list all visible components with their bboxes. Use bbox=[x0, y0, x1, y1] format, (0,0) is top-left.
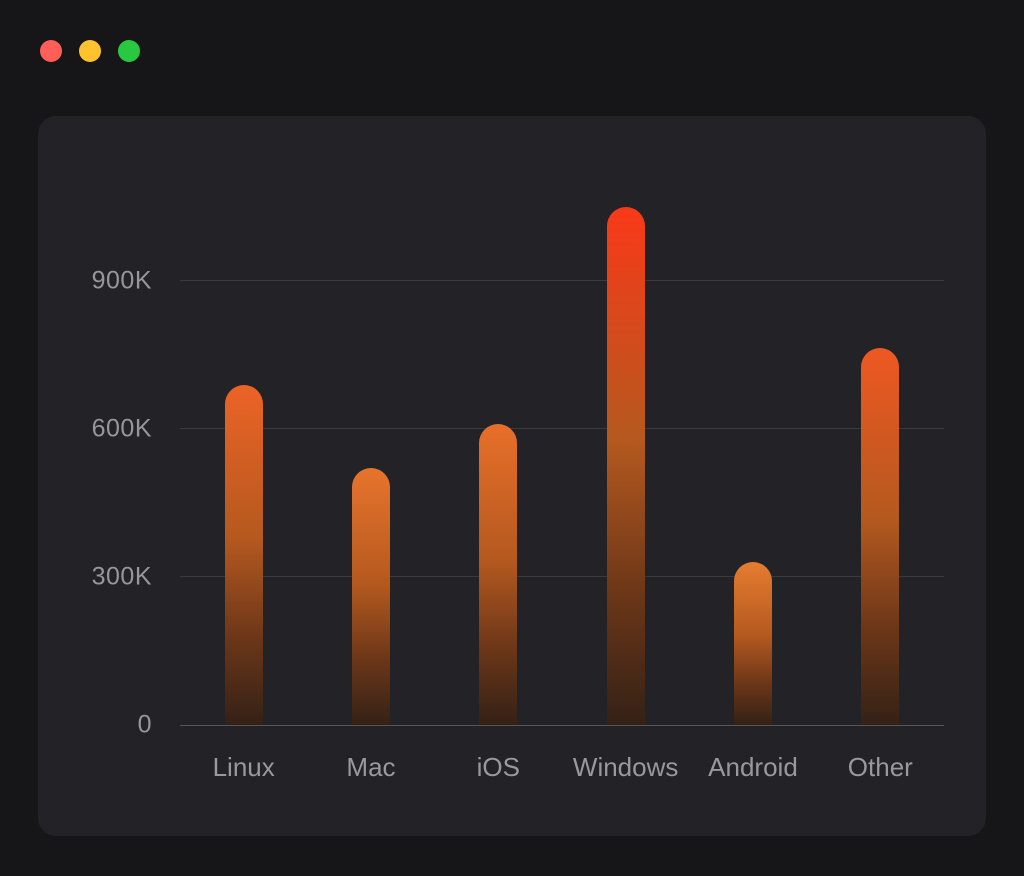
bar-column-android bbox=[689, 185, 816, 725]
y-tick-label-300k: 300K bbox=[91, 562, 152, 591]
window-controls bbox=[40, 40, 140, 62]
bar-chart-plot-area bbox=[180, 185, 944, 726]
x-axis-label-android: Android bbox=[708, 752, 798, 782]
x-axis-label-ios: iOS bbox=[476, 752, 520, 782]
bar-series bbox=[180, 185, 944, 725]
gridline-300k bbox=[180, 576, 944, 577]
minimize-button-icon[interactable] bbox=[79, 40, 101, 62]
x-axis-label-linux: Linux bbox=[212, 752, 275, 782]
bar-column-other bbox=[817, 185, 944, 725]
x-axis-label-other: Other bbox=[847, 752, 913, 782]
bar-windows[interactable] bbox=[606, 207, 645, 725]
x-axis-label-windows: Windows bbox=[572, 752, 679, 782]
bar-android[interactable] bbox=[733, 562, 772, 725]
bar-other[interactable] bbox=[861, 347, 900, 725]
close-button-icon[interactable] bbox=[40, 40, 62, 62]
bar-column-mac bbox=[307, 185, 434, 725]
gridline-600k bbox=[180, 428, 944, 429]
bar-column-ios bbox=[435, 185, 562, 725]
chart-panel: Linux Mac iOS Windows Android Other 0 300K 600K… bbox=[38, 116, 986, 836]
y-tick-label-600k: 600K bbox=[91, 414, 152, 443]
bar-ios[interactable] bbox=[479, 424, 518, 725]
x-axis-labels: Linux Mac iOS Windows Android Other bbox=[180, 752, 944, 783]
x-axis-line bbox=[180, 725, 944, 726]
x-axis-label-mac: Mac bbox=[346, 752, 396, 782]
bar-mac[interactable] bbox=[351, 468, 390, 725]
bar-column-windows bbox=[562, 185, 689, 725]
y-tick-label-900k: 900K bbox=[91, 266, 152, 295]
zoom-button-icon[interactable] bbox=[118, 40, 140, 62]
gridline-900k bbox=[180, 280, 944, 281]
bar-linux[interactable] bbox=[224, 384, 263, 725]
y-tick-label-0: 0 bbox=[137, 710, 152, 739]
bar-column-linux bbox=[180, 185, 307, 725]
